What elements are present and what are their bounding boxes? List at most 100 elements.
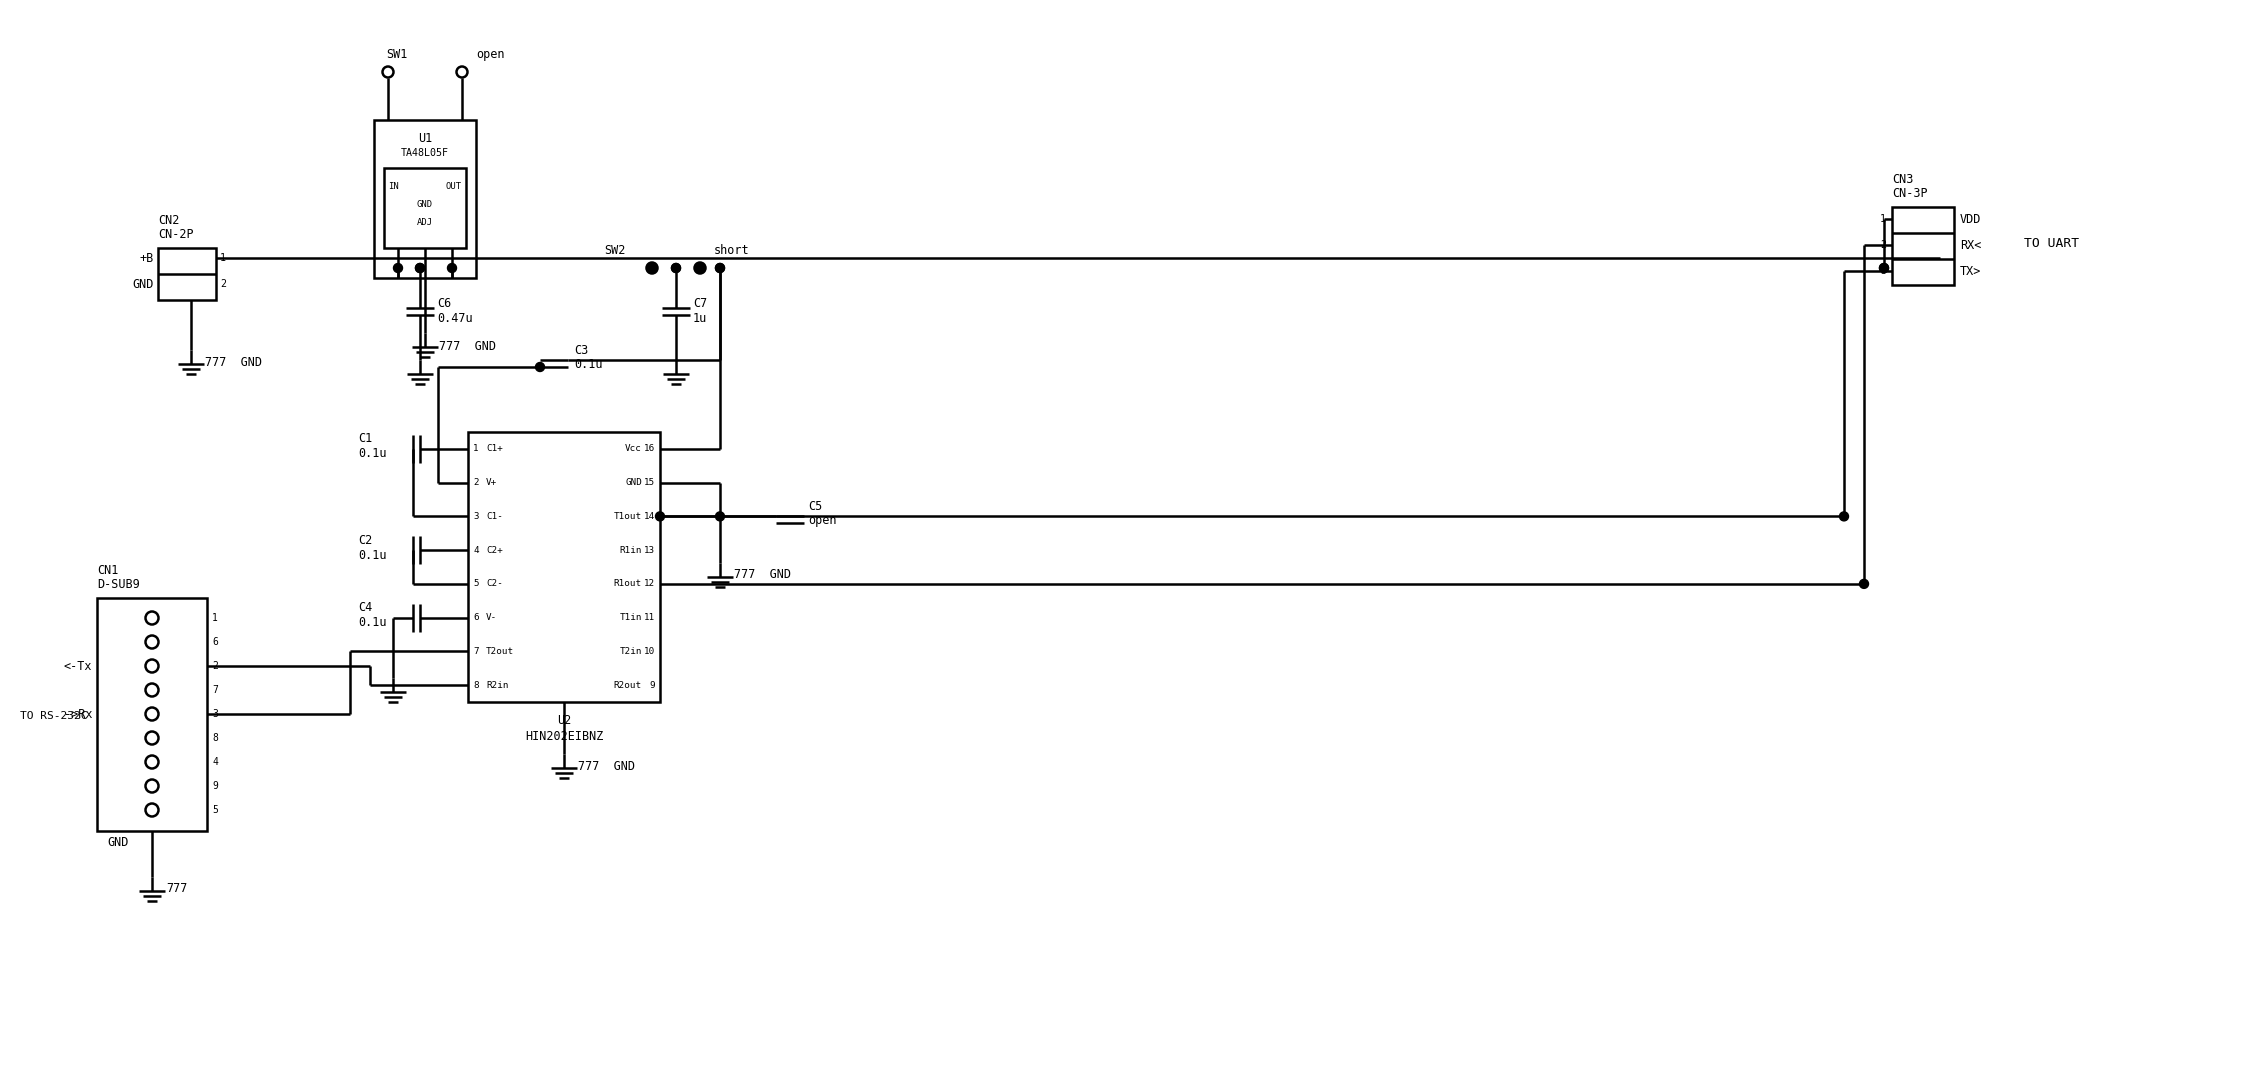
Text: 1: 1 <box>473 444 478 453</box>
Text: 14: 14 <box>644 512 655 521</box>
Text: TX>: TX> <box>1959 265 1981 278</box>
Text: 11: 11 <box>644 614 655 622</box>
Text: 7: 7 <box>211 685 218 695</box>
Text: 5: 5 <box>211 805 218 814</box>
Text: R1in: R1in <box>619 545 642 555</box>
Text: SW1: SW1 <box>386 48 408 61</box>
Text: 6: 6 <box>211 637 218 647</box>
Text: open: open <box>476 48 505 61</box>
Text: short: short <box>714 243 749 256</box>
Circle shape <box>1880 264 1889 273</box>
Text: OUT: OUT <box>447 181 462 190</box>
Text: C6: C6 <box>438 296 451 310</box>
Text: TO UART: TO UART <box>2024 237 2080 250</box>
Circle shape <box>716 264 725 273</box>
Bar <box>469 432 660 702</box>
Text: U1: U1 <box>417 131 433 144</box>
Text: T1in: T1in <box>619 614 642 622</box>
Text: IN: IN <box>388 181 399 190</box>
Text: 0.1u: 0.1u <box>359 548 386 561</box>
Circle shape <box>536 363 545 371</box>
Circle shape <box>696 264 705 273</box>
Text: 0.47u: 0.47u <box>438 312 473 325</box>
Text: V-: V- <box>487 614 498 622</box>
Text: 10: 10 <box>644 647 655 656</box>
Text: HIN202EIBNZ: HIN202EIBNZ <box>525 730 604 743</box>
Circle shape <box>415 264 424 273</box>
Text: 4: 4 <box>473 545 478 555</box>
Circle shape <box>1880 264 1889 273</box>
Text: +B: +B <box>139 252 155 265</box>
Text: 5: 5 <box>473 579 478 589</box>
Text: 777  GND: 777 GND <box>734 568 790 581</box>
Text: TA48L05F: TA48L05F <box>402 148 449 157</box>
Text: 16: 16 <box>644 444 655 453</box>
Text: 3: 3 <box>473 512 478 521</box>
Bar <box>384 168 467 248</box>
Text: 1: 1 <box>211 613 218 623</box>
Text: 12: 12 <box>644 579 655 589</box>
Text: 1: 1 <box>220 253 227 263</box>
Text: V+: V+ <box>487 478 498 488</box>
Text: ADJ: ADJ <box>417 217 433 227</box>
Text: GND: GND <box>417 200 433 209</box>
Circle shape <box>696 264 705 273</box>
Text: C1-: C1- <box>487 512 503 521</box>
Text: CN-3P: CN-3P <box>1892 187 1928 200</box>
Circle shape <box>415 264 424 273</box>
Circle shape <box>1860 579 1869 589</box>
Text: C5: C5 <box>808 500 821 513</box>
Circle shape <box>671 264 680 273</box>
Text: GND: GND <box>108 836 128 849</box>
Text: ->Rx: ->Rx <box>63 707 92 720</box>
Text: <-Tx: <-Tx <box>63 659 92 672</box>
Text: CN-2P: CN-2P <box>157 227 193 240</box>
Text: CN3: CN3 <box>1892 173 1914 186</box>
Text: 777  GND: 777 GND <box>204 355 263 368</box>
Text: 1: 1 <box>1880 214 1885 224</box>
Text: 9: 9 <box>211 781 218 791</box>
Text: 777  GND: 777 GND <box>579 759 635 772</box>
Text: 9: 9 <box>649 681 655 690</box>
Circle shape <box>1840 512 1849 521</box>
Text: TO RS-232C: TO RS-232C <box>20 711 88 721</box>
Text: R1out: R1out <box>615 579 642 589</box>
Text: 2: 2 <box>473 478 478 488</box>
Text: 7: 7 <box>473 647 478 656</box>
Text: T2in: T2in <box>619 647 642 656</box>
Text: C1: C1 <box>359 432 373 445</box>
Text: C2+: C2+ <box>487 545 503 555</box>
Text: U2: U2 <box>557 714 572 727</box>
Text: GND: GND <box>132 278 155 290</box>
Text: C3: C3 <box>574 343 588 356</box>
Text: Vcc: Vcc <box>626 444 642 453</box>
Text: 0.1u: 0.1u <box>359 447 386 460</box>
Text: 13: 13 <box>644 545 655 555</box>
Circle shape <box>447 264 456 273</box>
Text: 0.1u: 0.1u <box>359 616 386 629</box>
Text: GND: GND <box>626 478 642 488</box>
Circle shape <box>655 512 664 521</box>
Text: VDD: VDD <box>1959 213 1981 226</box>
Text: 15: 15 <box>644 478 655 488</box>
Text: CN1: CN1 <box>96 564 119 577</box>
Text: open: open <box>808 514 837 527</box>
Text: RX<: RX< <box>1959 239 1981 252</box>
Circle shape <box>649 264 657 273</box>
Text: 3: 3 <box>1880 266 1885 276</box>
Bar <box>157 248 215 300</box>
Text: C7: C7 <box>693 296 707 310</box>
Text: C1+: C1+ <box>487 444 503 453</box>
Circle shape <box>716 264 725 273</box>
Text: T1out: T1out <box>615 512 642 521</box>
Text: 3: 3 <box>211 709 218 719</box>
Text: C2: C2 <box>359 533 373 546</box>
Circle shape <box>716 512 725 521</box>
Text: 777: 777 <box>166 883 188 896</box>
Text: T2out: T2out <box>487 647 514 656</box>
Text: 2: 2 <box>220 279 227 289</box>
Circle shape <box>649 264 657 273</box>
Bar <box>375 119 476 278</box>
Text: SW2: SW2 <box>604 243 626 256</box>
Text: 8: 8 <box>473 681 478 690</box>
